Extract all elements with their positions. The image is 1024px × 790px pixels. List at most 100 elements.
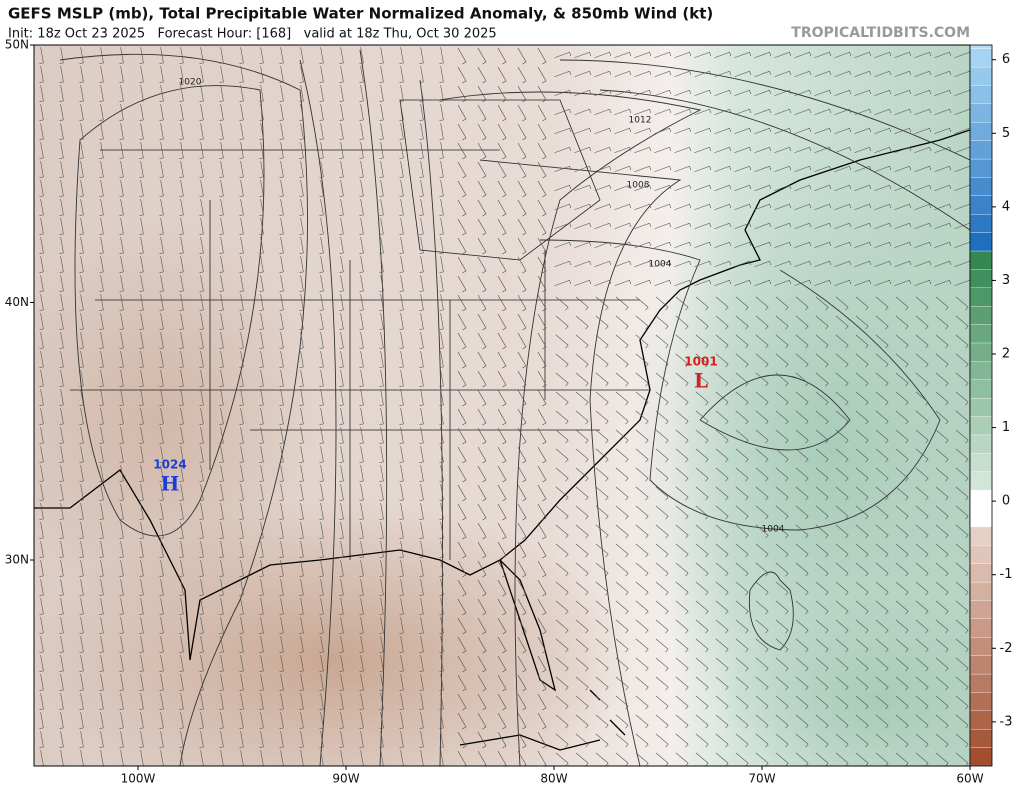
wind-barb	[39, 484, 44, 501]
wind-barb	[795, 467, 809, 482]
wind-barb	[517, 237, 527, 255]
wind-barb	[874, 89, 892, 97]
wind-barb	[319, 389, 324, 406]
wind-barb	[159, 275, 164, 292]
wind-barb	[935, 429, 949, 444]
wind-barb	[259, 370, 264, 387]
wind-barb	[359, 123, 364, 140]
wind-barb	[795, 638, 809, 653]
wind-barb	[615, 733, 629, 748]
wind-barb	[517, 560, 527, 578]
wind-barb	[517, 674, 527, 692]
brand: TROPICALTIDBITS.COM	[791, 25, 970, 41]
wind-barb	[875, 562, 889, 577]
wind-barb	[497, 617, 507, 635]
wind-barb	[359, 503, 364, 520]
wind-barb	[319, 161, 324, 178]
wind-barb	[439, 351, 444, 368]
wind-barb	[399, 579, 404, 596]
wind-barb	[439, 104, 444, 121]
wind-barb	[715, 353, 729, 368]
wind-barb	[955, 372, 969, 387]
wind-barb	[914, 260, 932, 268]
wind-barb	[119, 180, 124, 197]
colorbar-band	[969, 342, 993, 362]
wind-barb	[477, 484, 487, 502]
wind-barb	[457, 104, 467, 122]
wind-barb	[359, 446, 364, 463]
wind-barb	[159, 579, 164, 596]
wind-barb	[875, 733, 889, 748]
wind-barb	[914, 127, 932, 135]
wind-barb	[654, 260, 672, 268]
wind-barb	[199, 351, 204, 368]
wind-barb	[79, 617, 84, 634]
wind-barb	[775, 467, 789, 482]
wind-barb	[259, 47, 264, 64]
wind-barb	[79, 180, 84, 197]
wind-barb	[835, 486, 849, 501]
wind-barb	[119, 218, 124, 235]
wind-barb	[399, 351, 404, 368]
wind-barb	[419, 655, 424, 672]
wind-barb	[139, 560, 144, 577]
wind-barb	[179, 123, 184, 140]
wind-barb	[934, 184, 952, 192]
wind-barb	[139, 541, 144, 558]
wind-barb	[379, 237, 384, 254]
wind-barb	[119, 370, 124, 387]
wind-barb	[555, 733, 569, 748]
wind-barb	[715, 524, 729, 539]
wind-barb	[695, 695, 709, 710]
wind-barb	[319, 47, 324, 64]
wind-barb	[595, 524, 609, 539]
wind-barb	[615, 524, 629, 539]
wind-barb	[239, 85, 244, 102]
wind-barb	[39, 579, 44, 596]
wind-barb	[635, 429, 649, 444]
wind-barb	[695, 733, 709, 748]
wind-barb	[59, 636, 64, 653]
wind-barb	[439, 389, 444, 406]
wind-barb	[517, 313, 527, 331]
wind-barb	[615, 714, 629, 729]
wind-barb	[835, 505, 849, 520]
wind-barb	[775, 410, 789, 425]
wind-barb	[695, 429, 709, 444]
wind-barb	[39, 598, 44, 615]
wind-barb	[555, 505, 569, 520]
wind-barb	[259, 161, 264, 178]
wind-barb	[854, 146, 872, 154]
wind-barb	[915, 296, 929, 311]
wind-barb	[855, 581, 869, 596]
wind-barb	[79, 731, 84, 748]
wind-barb	[99, 218, 104, 235]
wind-barb	[159, 351, 164, 368]
wind-barb	[239, 218, 244, 235]
wind-barb	[775, 315, 789, 330]
wind-barb	[439, 427, 444, 444]
wind-barb	[339, 617, 344, 634]
wind-barb	[279, 674, 284, 691]
wind-barb	[457, 351, 467, 369]
wind-barb	[574, 165, 592, 173]
wind-barb	[497, 313, 507, 331]
wind-barb	[754, 51, 772, 59]
wind-barb	[59, 408, 64, 425]
wind-barb	[239, 199, 244, 216]
wind-barb	[139, 275, 144, 292]
wind-barb	[279, 617, 284, 634]
wind-barb	[895, 657, 909, 672]
wind-barb	[457, 484, 467, 502]
wind-barb	[537, 142, 547, 160]
wind-barb	[855, 562, 869, 577]
wind-barb	[614, 203, 632, 211]
wind-barb	[359, 541, 364, 558]
wind-barb	[695, 657, 709, 672]
wind-barb	[894, 165, 912, 173]
wind-barb	[955, 676, 969, 691]
wind-barb	[715, 657, 729, 672]
wind-barb	[339, 579, 344, 596]
wind-barb	[399, 731, 404, 748]
wind-barb	[635, 315, 649, 330]
